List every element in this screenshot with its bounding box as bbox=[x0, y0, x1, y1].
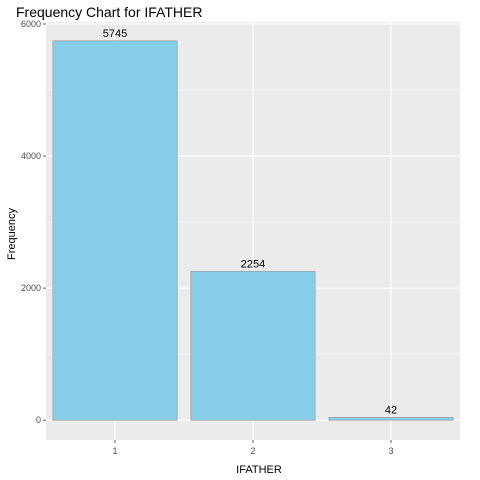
x-tick-label: 3 bbox=[388, 446, 393, 456]
data-label-3: 42 bbox=[385, 404, 397, 416]
y-tick-label: 4000 bbox=[21, 151, 41, 161]
bar-1 bbox=[52, 40, 178, 421]
x-tick-label: 1 bbox=[112, 446, 117, 456]
axes: 0 2000 4000 6000 1 2 3 bbox=[21, 19, 394, 456]
data-labels: 5745 2254 42 bbox=[103, 28, 397, 417]
bar-2 bbox=[190, 270, 316, 421]
y-tick-label: 0 bbox=[36, 415, 41, 425]
bars bbox=[52, 40, 454, 421]
chart-title: Frequency Chart for IFATHER bbox=[16, 4, 202, 20]
bar-3 bbox=[328, 417, 454, 421]
x-tick-label: 2 bbox=[250, 446, 255, 456]
data-label-2: 2254 bbox=[241, 258, 265, 270]
y-tick-label: 2000 bbox=[21, 283, 41, 293]
y-tick-label: 6000 bbox=[21, 19, 41, 29]
y-axis-title: Frequency bbox=[6, 208, 18, 260]
data-label-1: 5745 bbox=[103, 28, 127, 40]
x-axis-title: IFATHER bbox=[236, 464, 282, 476]
